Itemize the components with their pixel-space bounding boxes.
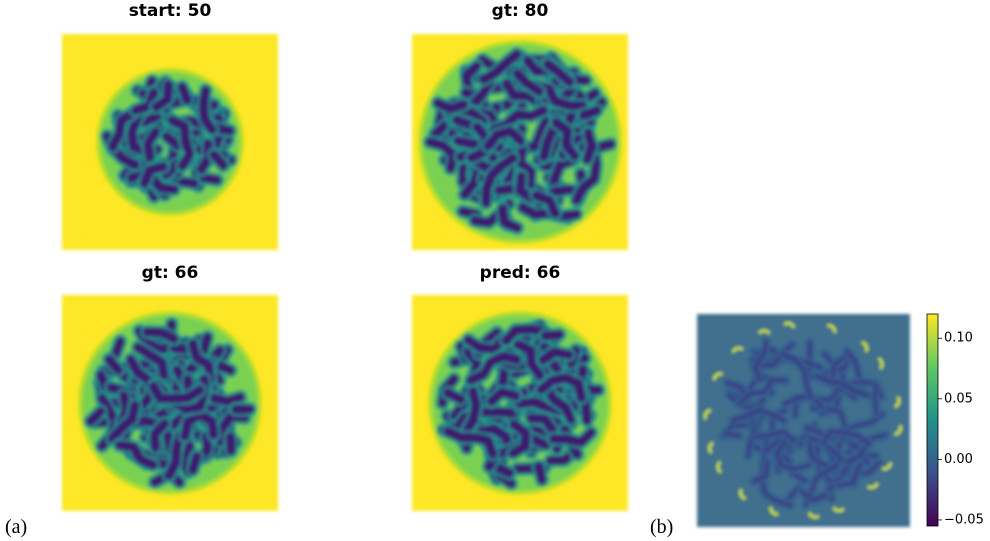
- panel-label: (a): [5, 516, 27, 538]
- diff-image: [697, 314, 910, 527]
- panel-label: (b): [650, 516, 673, 538]
- colorbar: [927, 314, 938, 526]
- pattern-stripe: [546, 335, 560, 337]
- panel-title: gt: 80: [492, 1, 549, 21]
- figure: start: 50 gt: 80 gt: 66 pred: 66 (a) (b)…: [0, 0, 990, 541]
- pattern-stripe: [204, 337, 208, 351]
- pattern-image: [62, 34, 278, 250]
- panel-title: gt: 66: [142, 263, 199, 283]
- colorbar-tick-label: 0.10: [944, 331, 973, 346]
- colorbar-tick-label: 0.00: [944, 452, 973, 467]
- pattern-stripe: [230, 437, 231, 451]
- pattern-image: [412, 295, 628, 511]
- pattern-stripe: [539, 466, 542, 480]
- colorbar-tick-label: 0.05: [944, 391, 973, 406]
- pattern-image: [62, 295, 278, 511]
- pattern-stripe: [725, 434, 739, 437]
- pattern-image: [412, 34, 628, 250]
- colorbar-tick-label: −0.05: [944, 512, 984, 527]
- colorbar-ticks: 0.10 0.05 0.00 −0.05: [938, 331, 984, 528]
- pattern-stripe: [213, 397, 240, 401]
- pattern-stripe: [203, 178, 217, 180]
- pattern-stripe: [587, 133, 592, 160]
- pattern-stripe: [584, 111, 597, 116]
- panel-title: start: 50: [129, 1, 212, 21]
- difference-image: [697, 314, 910, 527]
- panel-title: pred: 66: [480, 263, 561, 283]
- pattern-stripe: [448, 393, 461, 399]
- pattern-stripe: [182, 87, 187, 100]
- pattern-stripe: [875, 386, 877, 414]
- pattern-stripe: [193, 456, 197, 470]
- pattern-stripe: [116, 341, 121, 354]
